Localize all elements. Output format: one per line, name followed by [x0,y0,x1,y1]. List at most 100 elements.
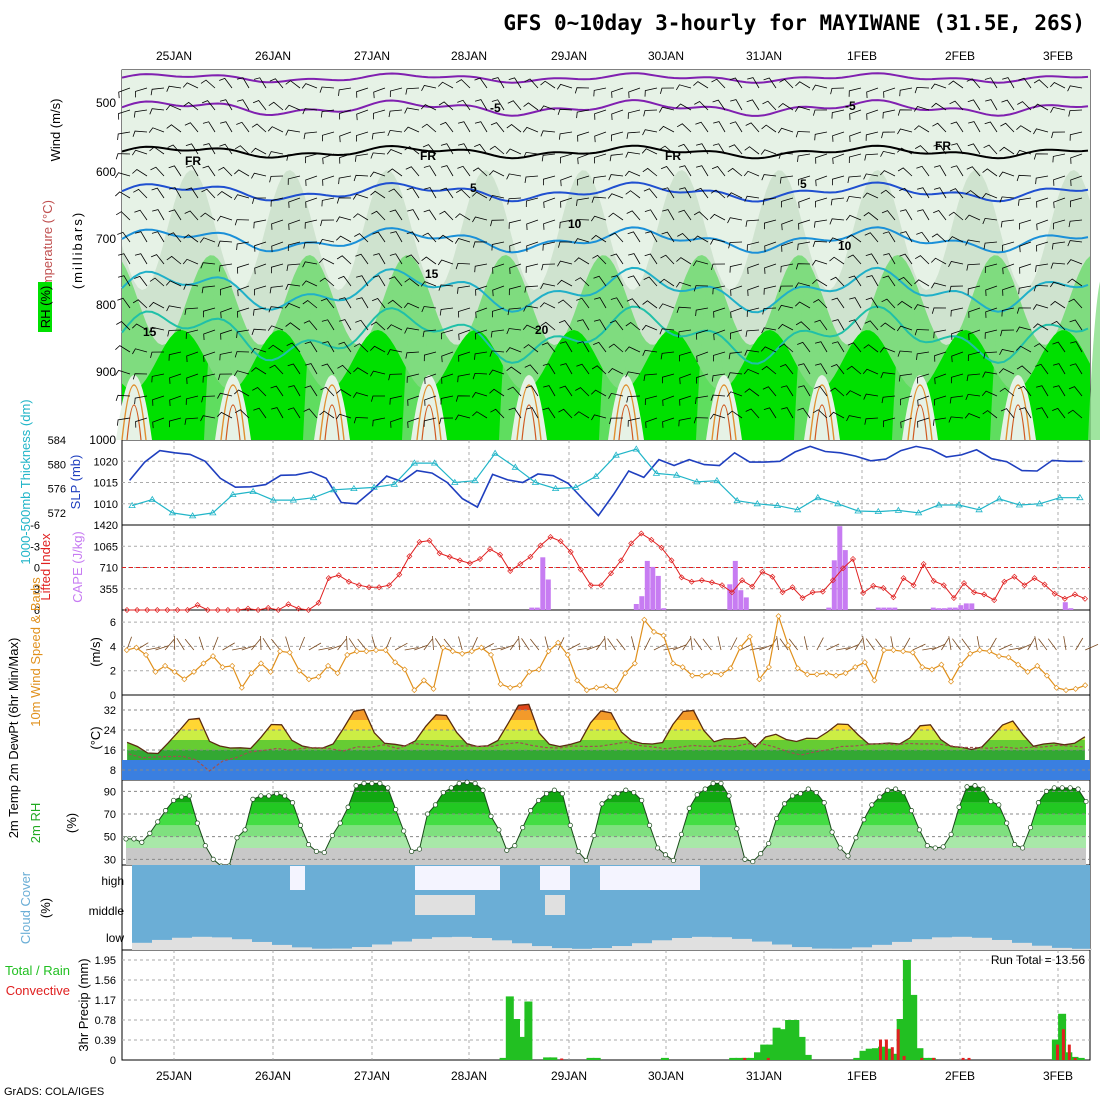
lifted-index-point [850,556,856,562]
lifted-index-point [537,542,544,549]
thickness-tick: 584 [48,435,66,447]
wind-barb [524,285,539,293]
wind-speed-point [909,649,916,656]
wind-barb [439,417,454,425]
wind-barb [155,645,169,651]
wind-barb [369,171,386,178]
precip-total-bar [592,1057,601,1060]
wind-barb [690,636,693,651]
wind-barb [747,285,760,297]
wind-barb [406,187,420,199]
wind-barb [1068,298,1083,309]
precip-total-bar [772,1027,781,1060]
wind-barb [984,121,998,133]
date-tick-bottom: 26JAN [255,1069,291,1083]
wind-speed-point [296,667,303,674]
rh-point [377,780,383,786]
wind-barb [236,329,250,339]
lifted-index-point [880,585,887,591]
rh-point [845,853,851,859]
wind-barb [422,329,437,338]
wind-barb [559,385,573,397]
wind-barb [968,307,981,318]
cape-bar [655,575,661,610]
wind-barb [169,187,182,199]
wind-barb [114,369,131,376]
precip-total-bar [902,960,911,1060]
wind-barb [556,83,573,90]
wind-barb [931,644,945,651]
wind-barb [713,329,726,341]
lifted-index-point [1051,590,1058,597]
wind-barb [746,241,760,251]
wind-barb [643,373,658,381]
lifted-index-point [1041,581,1048,588]
low-cloud-block [552,948,572,950]
cape-bar [743,597,749,610]
wind-barb [814,131,828,141]
wind-barb [659,278,675,287]
date-tick-bottom: 1FEB [847,1069,877,1083]
wind-barb [933,417,947,426]
wind-barb [423,351,437,362]
wind-barb [117,131,131,141]
wind-speed-point [277,648,284,655]
wind-barb [132,130,148,137]
wind-barb [951,373,964,384]
wind-barb [845,390,862,397]
wind-barb [403,302,420,309]
wind-barb [914,125,930,133]
wind-barb [346,635,348,651]
wind-speed-point [1015,661,1022,668]
wind-speed-point [957,661,964,668]
wind-barb [642,167,658,177]
wind-barb [747,77,760,89]
wind-barb [922,647,937,651]
wind-barb [134,209,148,221]
low-cloud-block [772,944,792,950]
wind-barb [420,104,437,111]
wind-barb [914,255,930,265]
wind-barb [931,233,947,243]
rh-point [401,828,407,834]
wind-barb [167,144,182,155]
wind-barb [166,85,182,92]
temp-contour-hot [814,404,830,441]
wind-barb [1016,345,1032,353]
wind-barb [253,407,267,419]
wind-barb [241,645,256,651]
wind-barb [577,175,590,186]
wind-barb [1035,175,1049,185]
wind-barb [576,319,590,331]
rh-label: 2m RH [28,803,43,843]
temp-contour-hot [521,404,537,441]
wind-barb [287,175,301,185]
wind-barb [815,153,828,164]
wind-tick: 0 [110,690,116,702]
low-cloud-block [212,937,232,950]
wind-barb [949,395,964,404]
temp-contour-warm [711,384,737,441]
wind-barb [507,307,522,316]
wind-speed-point [794,665,801,672]
wind-barb [404,107,420,114]
cape-bar [881,607,887,610]
wind-barb [339,109,352,120]
wind-speed-point [842,670,849,677]
lifted-index-point [275,607,282,613]
wind-barb [474,143,488,155]
rh-point [718,780,724,786]
mid-cloud-block [415,895,475,915]
rh-point [948,831,954,837]
wind-barb [489,350,505,357]
wind-barb [560,153,573,164]
wind-barb [778,323,794,331]
wind-barb [542,175,556,186]
wind-barb [322,153,335,165]
rh-point [781,801,788,807]
precip-conv-bar [743,1057,747,1060]
wind-barb [779,285,794,293]
cloud-level-middle: middle [89,904,125,918]
wind-speed-point [641,616,648,623]
dry-column [116,375,152,440]
